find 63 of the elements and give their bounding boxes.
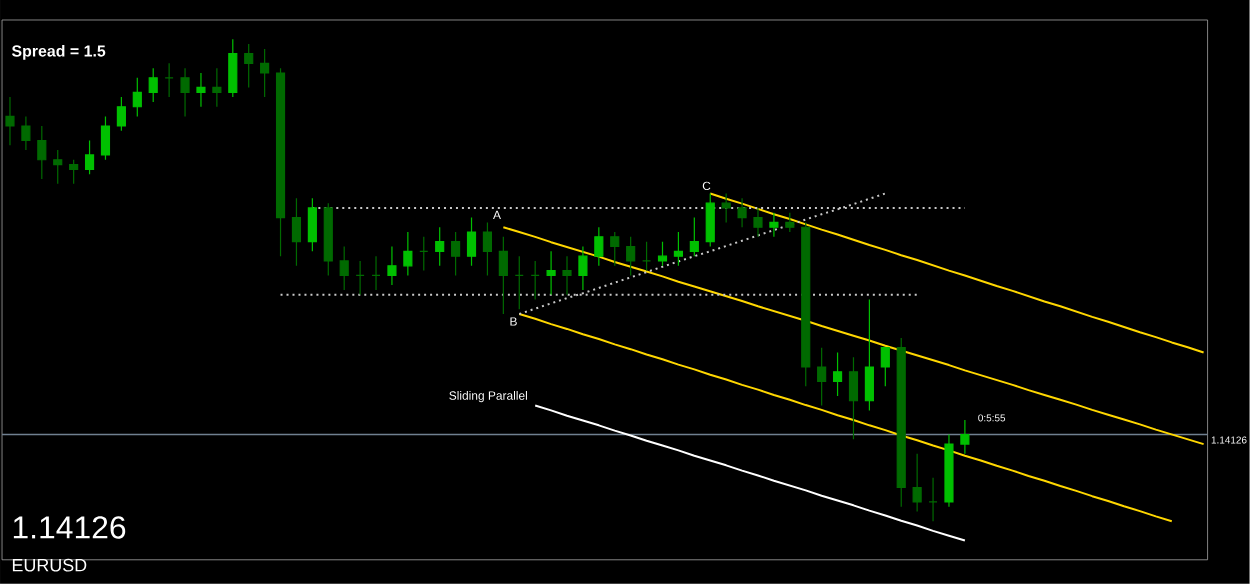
candlestick: [37, 125, 47, 180]
candlestick: [244, 43, 254, 89]
candlestick: [848, 356, 859, 440]
candlestick: [419, 236, 429, 272]
candlestick: [466, 217, 477, 267]
candlestick: [435, 226, 445, 267]
candlestick: [817, 347, 827, 407]
candlestick: [323, 202, 333, 277]
candlestick: [594, 226, 604, 267]
candlestick: [880, 347, 890, 387]
candlestick: [21, 115, 31, 151]
candlestick: [928, 477, 938, 522]
candlestick: [260, 48, 270, 98]
candlestick: [355, 260, 365, 296]
candlestick: [912, 453, 922, 513]
candlestick: [610, 231, 620, 267]
candlestick: [960, 419, 970, 455]
candlestick: [451, 231, 461, 277]
candlestick: [705, 192, 715, 248]
candlestick: [228, 38, 238, 98]
candlestick: [832, 352, 843, 397]
annotation: 1.14126: [13, 516, 126, 539]
candlestick: [642, 241, 652, 272]
candlestick: [275, 67, 286, 257]
candlestick: [498, 236, 508, 315]
candlestick: [896, 337, 906, 508]
candlestick: [785, 212, 795, 233]
candlestick: [100, 115, 111, 161]
candlestick: [371, 255, 381, 291]
candlestick: [291, 197, 302, 267]
candlestick: [944, 433, 954, 508]
candlestick: [403, 231, 413, 277]
candlestick: [801, 221, 811, 387]
candlestick: [387, 246, 397, 286]
candlestick: [753, 207, 763, 238]
candlestick: [689, 217, 699, 257]
candlestick: [673, 231, 683, 267]
candlestick: [148, 67, 158, 103]
candlestick: [5, 96, 15, 146]
candlestick: [132, 77, 142, 118]
candlestick: [196, 72, 206, 108]
candlestick: [769, 212, 779, 238]
candlestick: [514, 255, 524, 310]
candlestick: [116, 96, 126, 132]
candlestick: [578, 246, 588, 291]
candlestick: [69, 159, 79, 185]
candlestick: [84, 139, 95, 175]
candlestick: [164, 62, 174, 98]
candlestick: [562, 255, 572, 296]
candlestick: [530, 260, 540, 301]
candlestick: [180, 67, 190, 118]
candlestick: [482, 221, 493, 277]
candlestick: [307, 197, 317, 253]
text: EURUSD: [12, 558, 87, 572]
candlestick: [339, 246, 349, 291]
candlestick: [546, 250, 556, 296]
candlestick: [864, 299, 874, 412]
candlestick: [53, 149, 63, 185]
candlestick: [737, 197, 747, 228]
candlestick: [657, 241, 668, 267]
candlestick: [626, 236, 636, 277]
candlestick: [721, 192, 731, 224]
candlestick: [212, 67, 222, 108]
